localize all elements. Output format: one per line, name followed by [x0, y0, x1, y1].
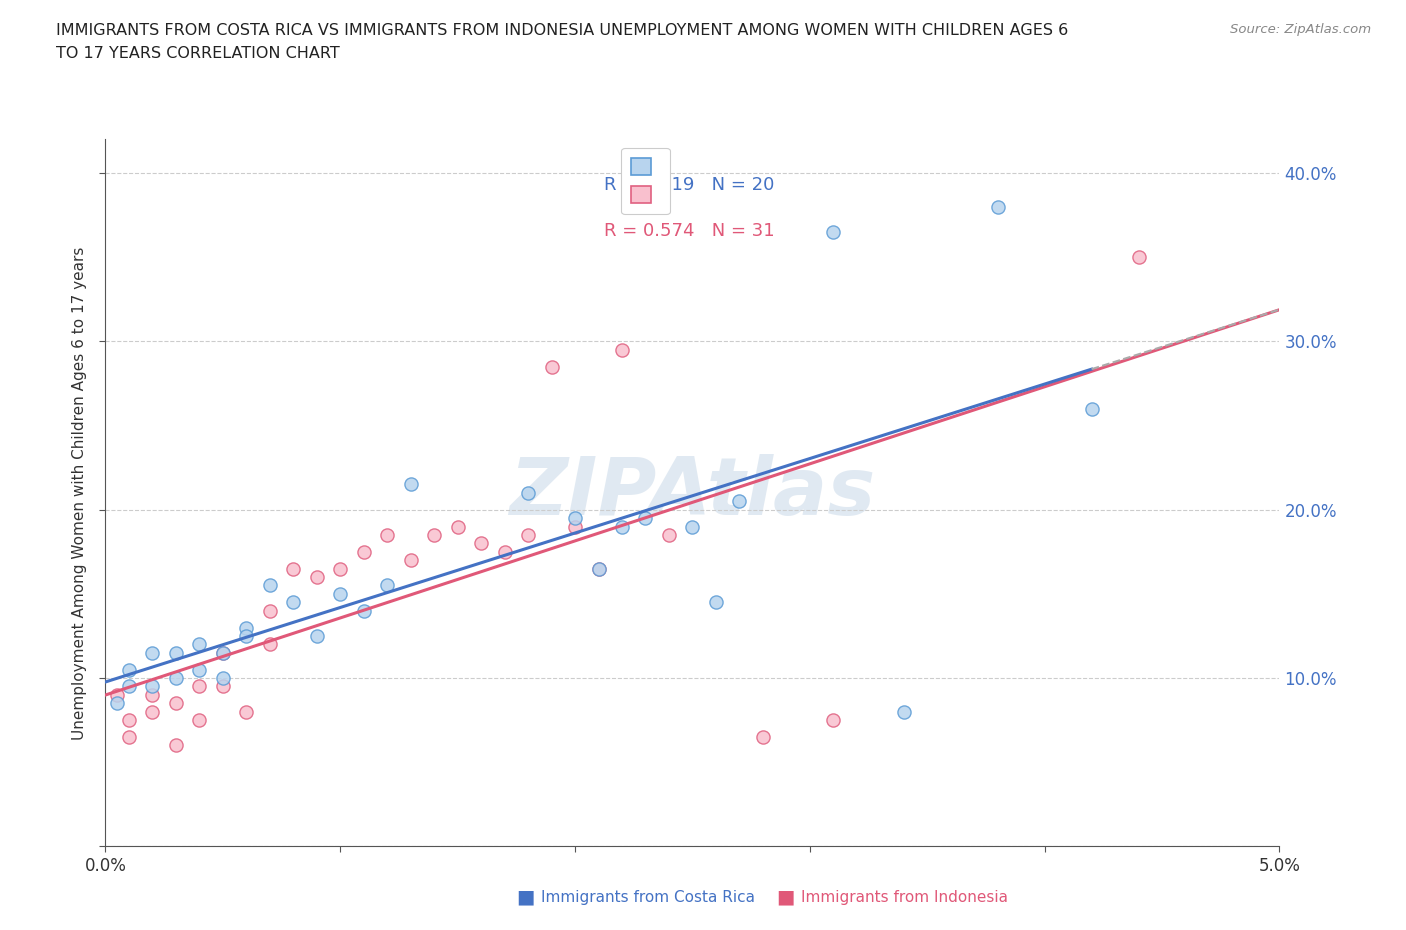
Point [634, 511, 657, 525]
Point [1128, 250, 1150, 265]
Point [235, 620, 257, 635]
Point [494, 544, 516, 559]
Point [375, 527, 398, 542]
Point [235, 629, 257, 644]
Point [540, 359, 562, 374]
Point [188, 662, 211, 677]
Point [211, 645, 233, 660]
Point [375, 578, 398, 593]
Point [728, 494, 751, 509]
Point [211, 679, 233, 694]
Point [165, 671, 187, 685]
Point [446, 519, 468, 534]
Y-axis label: Unemployment Among Women with Children Ages 6 to 17 years: Unemployment Among Women with Children A… [72, 246, 87, 739]
Point [188, 712, 211, 727]
Point [470, 536, 492, 551]
Point [105, 687, 128, 702]
Point [610, 342, 633, 357]
Text: Immigrants from Costa Rica: Immigrants from Costa Rica [541, 890, 755, 905]
Point [517, 527, 540, 542]
Point [399, 552, 422, 567]
Point [823, 712, 845, 727]
Point [658, 527, 681, 542]
Point [682, 519, 704, 534]
Point [1080, 402, 1102, 417]
Point [893, 704, 915, 719]
Point [283, 595, 305, 610]
Point [165, 737, 187, 752]
Point [141, 704, 163, 719]
Point [188, 637, 211, 652]
Point [211, 671, 233, 685]
Point [704, 595, 727, 610]
Text: ZIPAtlas: ZIPAtlas [509, 454, 876, 532]
Text: TO 17 YEARS CORRELATION CHART: TO 17 YEARS CORRELATION CHART [56, 46, 340, 61]
Text: IMMIGRANTS FROM COSTA RICA VS IMMIGRANTS FROM INDONESIA UNEMPLOYMENT AMONG WOMEN: IMMIGRANTS FROM COSTA RICA VS IMMIGRANTS… [56, 23, 1069, 38]
Text: R = 0.419   N = 20: R = 0.419 N = 20 [605, 177, 775, 194]
Point [141, 679, 163, 694]
Point [118, 662, 141, 677]
Point [188, 679, 211, 694]
Text: Immigrants from Indonesia: Immigrants from Indonesia [801, 890, 1008, 905]
Point [399, 477, 422, 492]
Point [564, 511, 586, 525]
Text: Source: ZipAtlas.com: Source: ZipAtlas.com [1230, 23, 1371, 36]
Point [353, 604, 375, 618]
Point [118, 712, 141, 727]
Point [259, 604, 281, 618]
Text: R = 0.574   N = 31: R = 0.574 N = 31 [605, 222, 775, 240]
Point [165, 645, 187, 660]
Point [105, 696, 128, 711]
Point [305, 629, 328, 644]
Point [165, 696, 187, 711]
Point [235, 704, 257, 719]
Point [752, 729, 775, 744]
Point [118, 729, 141, 744]
Point [329, 587, 352, 602]
Point [141, 687, 163, 702]
Legend: , : , [621, 148, 669, 214]
Point [211, 645, 233, 660]
Point [353, 544, 375, 559]
Point [823, 225, 845, 240]
Point [423, 527, 446, 542]
Point [610, 519, 633, 534]
Point [588, 561, 610, 576]
Point [987, 199, 1010, 214]
Point [588, 561, 610, 576]
Point [259, 578, 281, 593]
Point [283, 561, 305, 576]
Point [305, 569, 328, 584]
Point [329, 561, 352, 576]
Point [564, 519, 586, 534]
Text: ■: ■ [516, 888, 534, 907]
Point [259, 637, 281, 652]
Point [517, 485, 540, 500]
Point [141, 645, 163, 660]
Point [118, 679, 141, 694]
Text: ■: ■ [776, 888, 794, 907]
